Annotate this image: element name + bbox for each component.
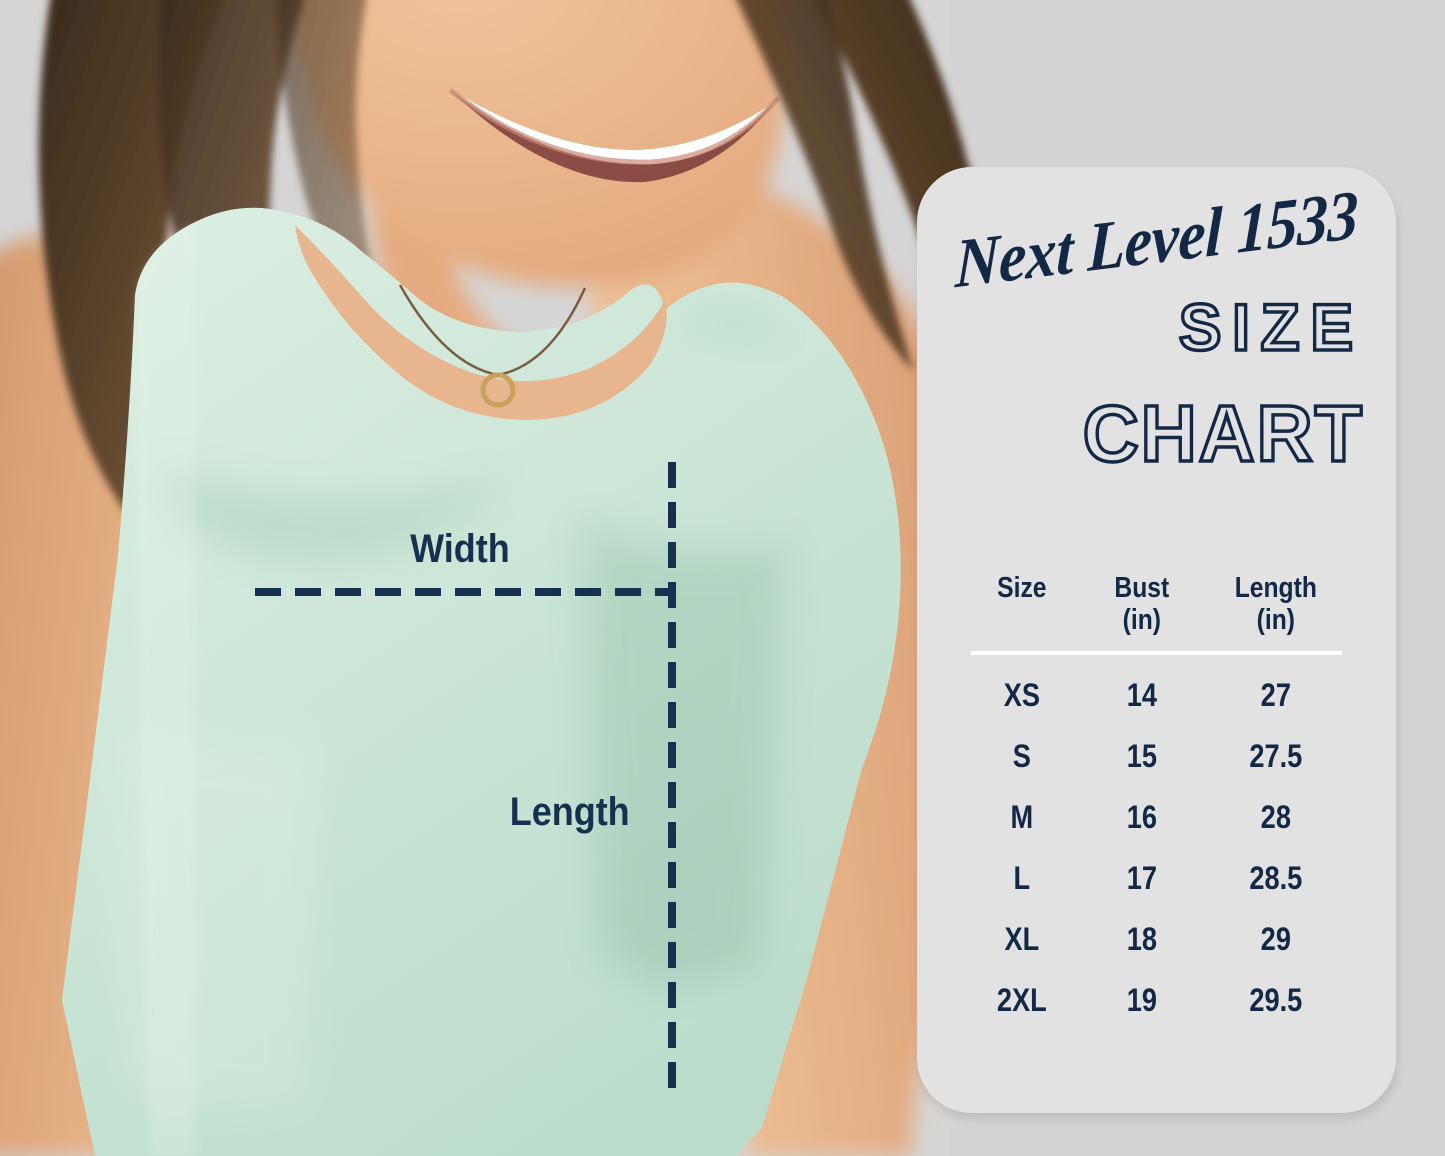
svg-text:Length: Length: [510, 790, 630, 834]
svg-text:Width: Width: [410, 527, 510, 571]
